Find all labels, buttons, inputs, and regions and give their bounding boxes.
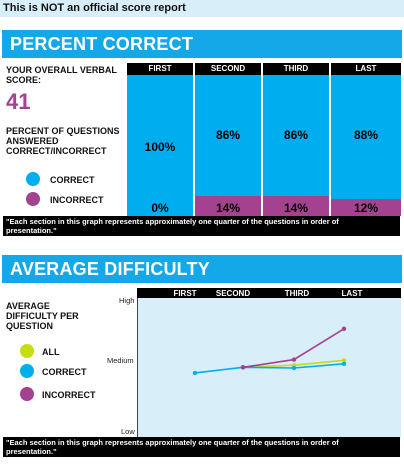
percent-correct-title: PERCENT CORRECT <box>2 30 402 58</box>
bar-incorrect-last <box>331 199 401 216</box>
score-label-line1: YOUR OVERALL VERBAL <box>6 65 117 75</box>
legend-correct-icon <box>26 172 40 186</box>
bar-label-correct-second: 86% <box>215 128 241 142</box>
score-label-line2: SCORE: <box>6 75 42 85</box>
difficulty-point-correct-2 <box>291 365 297 371</box>
difficulty-header-first: FIRST <box>173 289 196 298</box>
difficulty-point-correct-3 <box>341 361 347 366</box>
difficulty-header-last: LAST <box>342 289 363 298</box>
bar-correct-second <box>195 75 261 196</box>
difficulty-line-chart: FIRST SECOND THIRD LAST <box>137 288 401 438</box>
difficulty-point-incorrect-1 <box>291 357 297 362</box>
difficulty-point-incorrect-0 <box>240 365 246 370</box>
bar-header-second: SECOND <box>195 63 261 75</box>
footnote-difficulty-line2: presentation." <box>6 447 57 456</box>
bar-label-correct-third: 86% <box>283 128 309 142</box>
percent-label-line3: CORRECT/INCORRECT <box>6 146 107 156</box>
difficulty-label: AVERAGE DIFFICULTY PER QUESTION <box>6 301 79 331</box>
average-difficulty-title: AVERAGE DIFFICULTY <box>2 255 402 283</box>
difficulty-header-bar <box>137 288 401 298</box>
difficulty-header-third: THIRD <box>285 289 310 298</box>
footnote-difficulty-line1: "Each section in this graph represents a… <box>6 438 339 447</box>
bar-incorrect-third <box>263 196 329 216</box>
y-tick-low: Low <box>121 427 135 436</box>
percent-label: PERCENT OF QUESTIONS ANSWERED CORRECT/IN… <box>6 126 120 156</box>
bar-label-incorrect-last: 12% <box>353 201 379 215</box>
score-label: YOUR OVERALL VERBAL SCORE: <box>6 65 117 85</box>
legend-diff-correct-label: CORRECT <box>42 367 87 377</box>
bar-incorrect-second <box>195 196 261 216</box>
legend-all-icon <box>20 344 34 358</box>
difficulty-header-second: SECOND <box>216 289 250 298</box>
score-value: 41 <box>6 89 31 114</box>
bar-header-first: FIRST <box>127 63 193 75</box>
bar-label-incorrect-first: 0% <box>151 201 169 215</box>
difficulty-point-incorrect-2 <box>341 326 347 331</box>
difficulty-point-correct-0 <box>192 370 198 376</box>
bar-label-correct-first: 100% <box>144 140 176 154</box>
legend-diff-correct-icon <box>20 364 34 378</box>
legend-incorrect-icon <box>26 192 40 206</box>
y-tick-medium: Medium <box>107 356 134 365</box>
percent-label-line1: PERCENT OF QUESTIONS <box>6 126 120 136</box>
footnote-percent-line2: presentation." <box>6 226 57 235</box>
legend-diff-incorrect-icon <box>20 387 34 401</box>
bar-label-incorrect-third: 14% <box>283 201 309 215</box>
legend-diff-incorrect-label: INCORRECT <box>42 390 96 400</box>
difficulty-label-line1: AVERAGE <box>6 301 50 311</box>
bar-header-last: LAST <box>331 63 401 75</box>
legend-all-label: ALL <box>42 347 60 357</box>
bar-header-third: THIRD <box>263 63 329 75</box>
y-tick-high: High <box>119 296 135 305</box>
bar-incorrect-first <box>127 200 193 216</box>
bar-correct-first <box>127 75 193 200</box>
difficulty-label-line3: QUESTION <box>6 321 54 331</box>
bar-correct-third <box>263 75 329 196</box>
difficulty-label-line2: DIFFICULTY PER <box>6 311 79 321</box>
legend-incorrect-label: INCORRECT <box>50 195 104 205</box>
difficulty-line-correct <box>194 363 345 374</box>
bar-correct-last <box>331 75 401 199</box>
percent-label-line2: ANSWERED <box>6 136 59 146</box>
notice-banner: This is NOT an official score report <box>0 0 404 17</box>
footnote-difficulty: "Each section in this graph represents a… <box>3 437 400 457</box>
bar-label-incorrect-second: 14% <box>215 201 241 215</box>
bar-label-correct-last: 88% <box>353 128 379 142</box>
legend-correct-label: CORRECT <box>50 175 95 185</box>
footnote-percent: "Each section in this graph represents a… <box>3 216 400 236</box>
footnote-percent-line1: "Each section in this graph represents a… <box>6 217 339 226</box>
difficulty-point-all-2 <box>341 358 347 363</box>
